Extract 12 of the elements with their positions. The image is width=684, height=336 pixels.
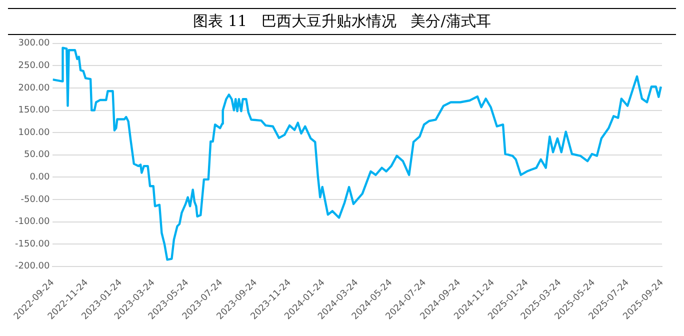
y-tick-label: -200.00	[14, 262, 50, 272]
y-tick-label: 100.00	[18, 128, 50, 138]
y-tick-label: 200.00	[18, 83, 50, 94]
chart-title: 图表 11 巴西大豆升贴水情况 美分/蒲式耳	[8, 8, 676, 35]
y-tick-label: 150.00	[18, 106, 50, 116]
y-tick-label: 0.00	[30, 172, 50, 183]
y-tick-label: 250.00	[18, 61, 50, 72]
y-tick-label: -150.00	[14, 239, 50, 250]
y-tick-label: 300.00	[18, 38, 50, 49]
y-tick-label: -50.00	[20, 194, 50, 205]
y-tick-label: 50.00	[24, 150, 50, 160]
y-tick-label: -100.00	[14, 217, 50, 228]
